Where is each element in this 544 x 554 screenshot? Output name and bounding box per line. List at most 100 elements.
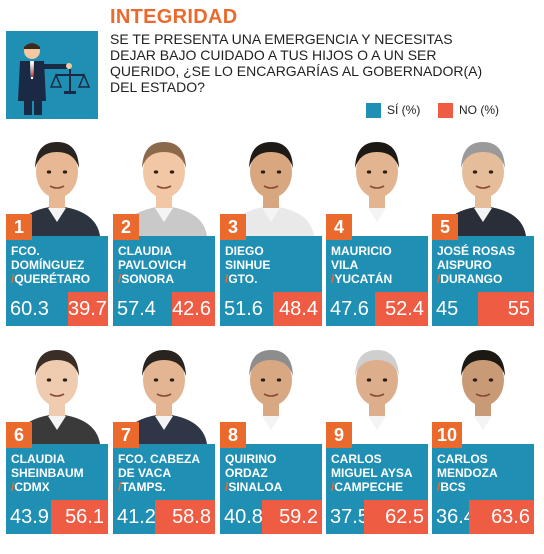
candidate-name: JOSÉ ROSASAISPURODURANGO (437, 244, 533, 286)
candidate-name: DIEGOSINHUEGTO. (225, 244, 321, 286)
candidate-state: CAMPECHE (331, 480, 427, 494)
candidate-state: SONORA (118, 272, 214, 286)
percentage-bar: 45 55 (432, 292, 534, 326)
si-bar: 57.4 (113, 292, 172, 326)
header: INTEGRIDAD SE TE PRESENTA UNA EMERGENCIA… (0, 0, 544, 128)
rank-badge: 8 (220, 422, 246, 448)
rank-badge: 10 (432, 422, 463, 448)
rank-badge: 6 (6, 422, 32, 448)
no-bar: 48.4 (273, 292, 322, 326)
percentage-bar: 43.9 56.1 (6, 500, 108, 534)
candidate-name-line: FCO. CABEZA (118, 452, 200, 466)
candidate-photo (113, 338, 215, 444)
candidate-info-panel: 10 CARLOSMENDOZABCS 36.463.6 (432, 422, 534, 534)
candidate-name-line: QUIRINO (225, 452, 277, 466)
candidate-name-line: DIEGO (225, 244, 264, 258)
candidate-state: SINALOA (225, 480, 321, 494)
candidate-info-panel: 1 FCO.DOMÍNGUEZQUERÉTARO 60.339.7 (6, 214, 108, 326)
legend-no-swatch (438, 102, 453, 118)
candidate-state: CDMX (11, 480, 107, 494)
legend-no-label: NO (%) (459, 103, 499, 117)
percentage-bar: 60.3 39.7 (6, 292, 108, 326)
no-bar: 63.6 (469, 500, 534, 534)
candidate-name-line: ORDAZ (225, 466, 268, 480)
candidate-info-panel: 4 MAURICIOVILAYUCATÁN 47.652.4 (326, 214, 428, 326)
page-title: INTEGRIDAD (110, 6, 238, 28)
rank-badge: 7 (113, 422, 139, 448)
candidate-card: 6 CLAUDIASHEINBAUMCDMX 43.956.1 (6, 338, 108, 534)
candidate-card: 10 CARLOSMENDOZABCS 36.463.6 (432, 338, 534, 534)
candidate-name-line: CLAUDIA (11, 452, 65, 466)
candidate-state: TAMPS. (118, 480, 214, 494)
candidate-name: QUIRINOORDAZSINALOA (225, 452, 321, 494)
candidate-state: GTO. (225, 272, 321, 286)
si-bar: 47.6 (326, 292, 375, 326)
percentage-bar: 40.8 59.2 (220, 500, 322, 534)
portrait-icon (432, 130, 534, 236)
candidate-card: 3 DIEGOSINHUEGTO. 51.648.4 (220, 130, 322, 326)
legend-si-swatch (366, 102, 381, 118)
candidate-name-line: JOSÉ ROSAS (437, 244, 516, 258)
si-bar: 60.3 (6, 292, 68, 326)
si-bar: 41.2 (113, 500, 156, 534)
candidate-name: CLAUDIASHEINBAUMCDMX (11, 452, 107, 494)
candidate-card: 1 FCO.DOMÍNGUEZQUERÉTARO 60.339.7 (6, 130, 108, 326)
no-bar: 59.2 (262, 500, 322, 534)
candidate-name: FCO.DOMÍNGUEZQUERÉTARO (11, 244, 107, 286)
no-bar: 55 (478, 292, 534, 326)
portrait-icon (220, 338, 322, 444)
candidate-state: QUERÉTARO (11, 272, 107, 286)
candidate-name: CARLOSMENDOZABCS (437, 452, 533, 494)
si-bar: 40.8 (220, 500, 263, 534)
candidate-name-line: CLAUDIA (118, 244, 172, 258)
candidate-name-line: MIGUEL AYSA (331, 466, 413, 480)
logo-box (6, 31, 98, 119)
rank-badge: 4 (326, 214, 352, 240)
candidate-photo (220, 338, 322, 444)
rank-badge: 2 (113, 214, 139, 240)
candidate-name-line: CARLOS (331, 452, 382, 466)
candidate-photo (6, 130, 108, 236)
candidate-card: 2 CLAUDIAPAVLOVICHSONORA 57.442.6 (113, 130, 215, 326)
portrait-icon (6, 130, 108, 236)
percentage-bar: 36.4 63.6 (432, 500, 534, 534)
candidate-info-panel: 8 QUIRINOORDAZSINALOA 40.859.2 (220, 422, 322, 534)
candidate-name-line: VILA (331, 258, 359, 272)
si-bar: 45 (432, 292, 478, 326)
percentage-bar: 51.6 48.4 (220, 292, 322, 326)
candidate-name-line: AISPURO (437, 258, 492, 272)
no-bar: 58.8 (155, 500, 215, 534)
person-with-scale-icon (6, 31, 98, 119)
candidate-state: DURANGO (437, 272, 533, 286)
si-bar: 43.9 (6, 500, 51, 534)
legend-no: NO (%) (438, 101, 499, 119)
no-bar: 62.5 (364, 500, 428, 534)
no-bar: 42.6 (172, 292, 215, 326)
no-bar: 52.4 (375, 292, 428, 326)
candidate-name-line: DE VACA (118, 466, 172, 480)
rank-badge: 9 (326, 422, 352, 448)
percentage-bar: 57.4 42.6 (113, 292, 215, 326)
si-bar: 37.5 (326, 500, 369, 534)
candidate-info-panel: 3 DIEGOSINHUEGTO. 51.648.4 (220, 214, 322, 326)
candidate-state: YUCATÁN (331, 272, 427, 286)
rank-badge: 5 (432, 214, 458, 240)
candidate-name-line: CARLOS (437, 452, 488, 466)
si-bar: 36.4 (432, 500, 475, 534)
legend-si: SÍ (%) (366, 101, 420, 119)
rank-badge: 3 (220, 214, 246, 240)
survey-question: SE TE PRESENTA UNA EMERGENCIA Y NECESITA… (110, 31, 483, 95)
si-bar: 51.6 (220, 292, 273, 326)
candidate-photo (326, 338, 428, 444)
candidate-info-panel: 2 CLAUDIAPAVLOVICHSONORA 57.442.6 (113, 214, 215, 326)
candidate-state: BCS (437, 480, 533, 494)
candidate-name-line: SINHUE (225, 258, 271, 272)
candidate-info-panel: 6 CLAUDIASHEINBAUMCDMX 43.956.1 (6, 422, 108, 534)
